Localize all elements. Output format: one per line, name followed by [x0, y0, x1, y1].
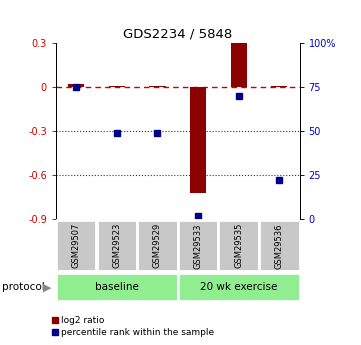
Text: 20 wk exercise: 20 wk exercise: [200, 282, 277, 292]
Text: GSM29535: GSM29535: [234, 223, 243, 268]
Text: GSM29523: GSM29523: [112, 223, 121, 268]
Text: protocol: protocol: [2, 282, 44, 292]
Bar: [178, 220, 218, 272]
Bar: [190, 87, 206, 193]
Bar: [149, 86, 166, 87]
Bar: [218, 220, 259, 272]
Legend: log2 ratio, percentile rank within the sample: log2 ratio, percentile rank within the s…: [48, 313, 218, 341]
Bar: [56, 273, 178, 301]
Title: GDS2234 / 5848: GDS2234 / 5848: [123, 28, 232, 41]
Bar: [178, 273, 300, 301]
Bar: [137, 220, 178, 272]
Bar: [271, 86, 287, 87]
Bar: [97, 220, 137, 272]
Bar: [56, 220, 96, 272]
Bar: [68, 84, 84, 87]
Bar: [259, 220, 300, 272]
Text: GSM29529: GSM29529: [153, 223, 162, 268]
Text: ▶: ▶: [43, 282, 51, 292]
Bar: [109, 86, 125, 87]
Text: GSM29507: GSM29507: [72, 223, 81, 268]
Text: GSM29533: GSM29533: [193, 223, 203, 268]
Text: GSM29536: GSM29536: [275, 223, 284, 268]
Bar: [231, 43, 247, 87]
Text: baseline: baseline: [95, 282, 139, 292]
